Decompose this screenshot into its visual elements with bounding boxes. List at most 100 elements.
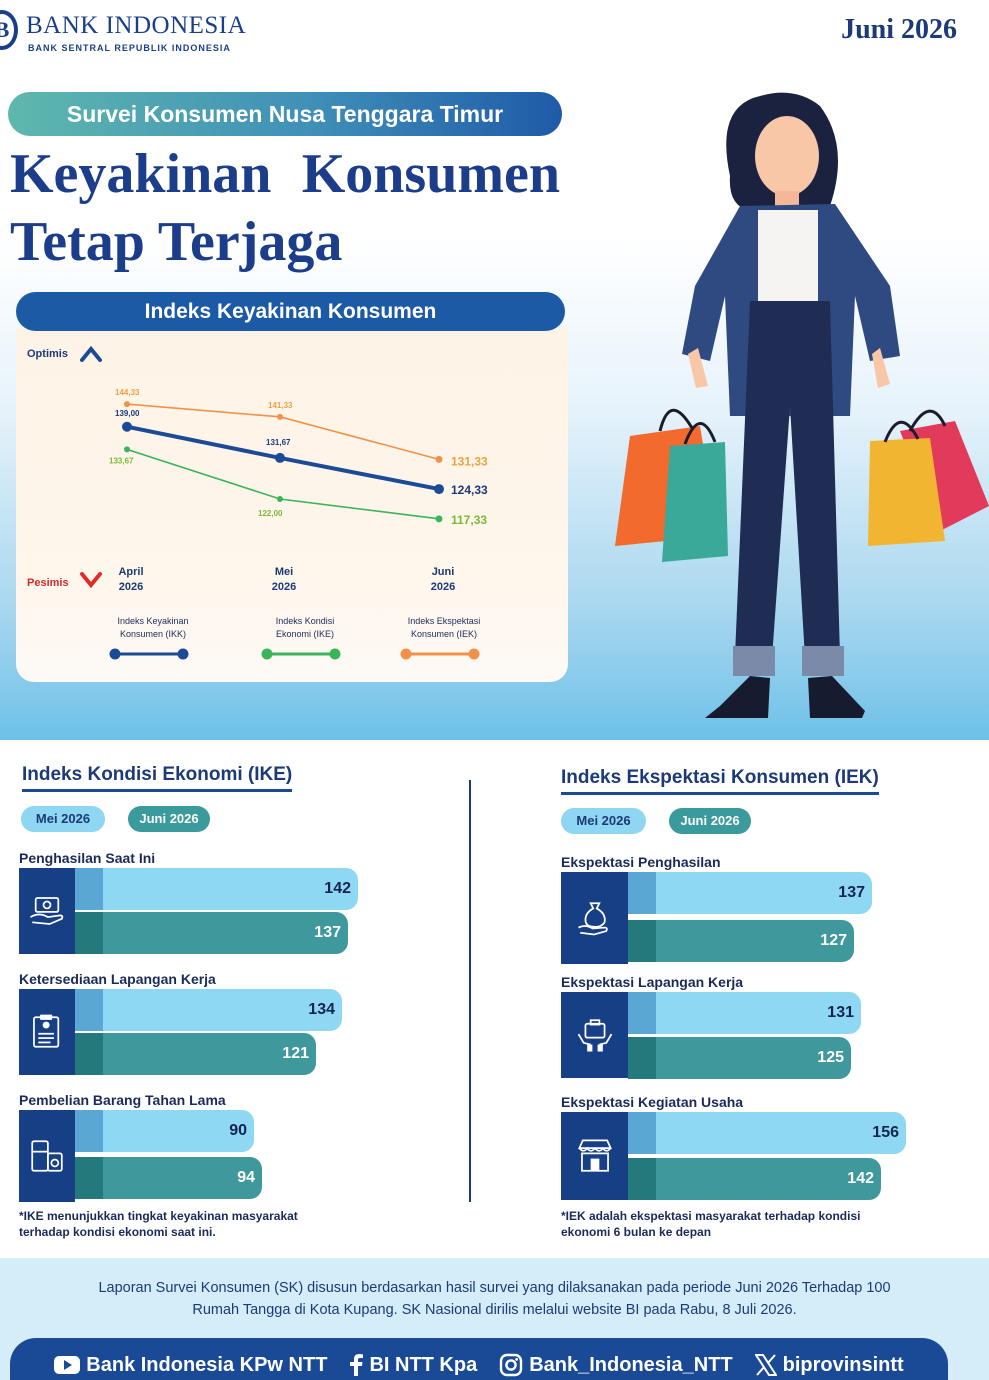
logo-name: BANK INDONESIA — [26, 12, 247, 39]
ike-bar-june-2: 94 — [75, 1157, 262, 1199]
data-label-ikk-0: 139,00 — [115, 409, 140, 418]
data-label-iek-2: 131,33 — [451, 454, 488, 468]
youtube-icon — [54, 1356, 81, 1374]
social-handle-facebook: BI NTT Kpa — [369, 1353, 478, 1376]
iek-bar-may-2: 156 — [628, 1112, 906, 1154]
social-handle-youtube: Bank Indonesia KPw NTT — [86, 1353, 328, 1376]
social-facebook[interactable]: BI NTT Kpa — [349, 1354, 477, 1377]
data-label-ikk-1: 131,67 — [266, 438, 291, 447]
ike-footnote-line-1: *IKE menunjukkan tingkat keyakinan masya… — [19, 1209, 298, 1223]
ike-item-label-1: Ketersediaan Lapangan Kerja — [19, 971, 216, 987]
ike-footnote-line-2: terhadap kondisi ekonomi saat ini. — [19, 1225, 216, 1239]
social-youtube[interactable]: Bank Indonesia KPw NTT — [54, 1354, 327, 1377]
x-tick-year-2: 2026 — [431, 581, 455, 593]
legend-dot-iek-0 — [400, 648, 412, 660]
legend-label-iek-line2: Konsumen (IEK) — [411, 629, 477, 639]
iek-item-icon-box-2 — [561, 1112, 628, 1200]
x-tick-year-1: 2026 — [272, 581, 296, 593]
legend-label-ike-line1: Indeks Kondisi — [276, 616, 335, 626]
legend-dot-ikk-0 — [109, 648, 121, 660]
axis-bottom-label: Pesimis — [27, 577, 69, 589]
ike-legend-may: Mei 2026 — [21, 806, 105, 832]
instagram-icon — [500, 1353, 523, 1377]
legend-dot-ike-1 — [329, 648, 341, 660]
iek-footnote-line-2: ekonomi 6 bulan ke depan — [561, 1225, 712, 1239]
iek-legend-may: Mei 2026 — [561, 808, 646, 834]
ike-footnote: *IKE menunjukkan tingkat keyakinan masya… — [19, 1208, 459, 1240]
x-icon — [754, 1354, 777, 1376]
briefcase-hands-icon — [577, 1019, 612, 1052]
iek-legend-june: Juni 2026 — [669, 808, 751, 834]
social-instagram[interactable]: Bank_Indonesia_NTT — [499, 1353, 733, 1377]
x-tick-month-1: Mei — [275, 566, 293, 578]
ikk-chart-card: Optimis Pesimis 144,33 141,33 131,33 139,00… — [16, 328, 568, 682]
appliances-icon — [31, 1140, 63, 1172]
report-line-1: Laporan Survei Konsumen (SK) disusun ber… — [98, 1280, 891, 1296]
data-label-iek-1: 141,33 — [268, 401, 293, 410]
headline-word-2: Konsumen — [301, 143, 560, 205]
data-label-iek-0: 144,33 — [115, 388, 140, 397]
iek-section-title: Indeks Ekspektasi Konsumen (IEK) — [561, 767, 879, 795]
legend-label-ikk-line1: Indeks Keyakinan — [117, 616, 188, 626]
report-line-2: Rumah Tangga di Kota Kupang. SK Nasional… — [192, 1302, 797, 1318]
data-label-ike-0: 133,67 — [109, 456, 134, 465]
data-label-ike-2: 117,33 — [451, 513, 487, 527]
iek-item-label-1: Ekspektasi Lapangan Kerja — [561, 974, 744, 990]
period-label: Juni 2026 — [841, 14, 957, 45]
ike-bar-june-0: 137 — [75, 912, 348, 954]
data-label-ikk-2: 124,33 — [451, 483, 488, 497]
ike-bar-may-2: 90 — [75, 1110, 254, 1152]
headline-line-2: Tetap Terjaga — [10, 211, 343, 273]
ike-bar-june-1: 121 — [75, 1033, 316, 1075]
iek-item-label-2: Ekspektasi Kegiatan Usaha — [561, 1094, 744, 1110]
iek-bar-may-0: 137 — [628, 872, 872, 914]
iek-bar-may-1: 131 — [628, 992, 861, 1034]
ike-item-label-2: Pembelian Barang Tahan Lama — [19, 1092, 226, 1108]
data-point-ike-2 — [435, 515, 443, 523]
ike-item-icon-box-2 — [19, 1110, 75, 1202]
x-tick-month-0: April — [118, 566, 143, 578]
woman-figure — [682, 92, 900, 718]
clipboard-person-icon — [33, 1014, 60, 1048]
legend-label-ike-line2: Ekonomi (IKE) — [276, 629, 334, 639]
y-axis-arrow — [80, 345, 102, 589]
bank-indonesia-logo[interactable]: B BANK INDONESIA BANK SENTRAL REPUBLIK I… — [0, 6, 246, 56]
legend-dot-iek-1 — [468, 648, 480, 660]
data-point-iek-1 — [277, 413, 283, 420]
shop-icon — [577, 1139, 612, 1172]
chart-heading-pill: Indeks Keyakinan Konsumen — [16, 292, 565, 331]
ike-bar-may-1: 134 — [75, 989, 342, 1031]
data-point-iek-0 — [124, 401, 130, 408]
iek-footnote: *IEK adalah ekspektasi masyarakat terhad… — [561, 1208, 981, 1240]
iek-bar-june-1: 125 — [628, 1037, 851, 1079]
x-axis-ticks: April 2026 Mei 2026 Juni 2026 — [118, 566, 455, 593]
plot-area: 144,33 141,33 131,33 139,00 131,67 124,33 133,… — [109, 388, 488, 527]
shopper-woman-illustration — [615, 92, 989, 718]
data-point-ike-0 — [124, 446, 130, 453]
x-tick-year-0: 2026 — [119, 581, 143, 593]
headline-word-1: Keyakinan — [10, 143, 272, 205]
x-tick-month-2: Juni — [432, 566, 455, 578]
bi-logo-mark: B — [0, 10, 18, 50]
data-label-ike-1: 122,00 — [258, 509, 283, 518]
iek-item-icon-box-1 — [561, 992, 628, 1078]
shopping-bag-right-icon — [868, 409, 989, 546]
legend-dot-ike-0 — [261, 648, 273, 660]
iek-footnote-line-1: *IEK adalah ekspektasi masyarakat terhad… — [561, 1209, 861, 1223]
ike-item-icon-box-1 — [19, 989, 75, 1075]
ike-item-icon-box-0 — [19, 868, 75, 954]
report-text: Laporan Survei Konsumen (SK) disusun ber… — [20, 1277, 969, 1321]
iek-bar-june-2: 142 — [628, 1158, 881, 1200]
social-handle-x: biprovinsintt — [782, 1353, 904, 1376]
social-x[interactable]: biprovinsintt — [754, 1353, 904, 1377]
legend-dot-ikk-1 — [177, 648, 189, 660]
ike-bar-may-0: 142 — [75, 868, 358, 910]
money-bag-hand-icon — [577, 902, 608, 936]
money-hand-icon — [30, 897, 64, 925]
shopping-bag-left-icon — [615, 408, 728, 562]
data-point-ike-1 — [277, 496, 283, 502]
legend-label-ikk-line2: Konsumen (IKK) — [120, 629, 186, 639]
section-divider — [469, 780, 471, 1202]
ike-item-label-0: Penghasilan Saat Ini — [19, 850, 156, 866]
social-handle-instagram: Bank_Indonesia_NTT — [529, 1353, 733, 1376]
